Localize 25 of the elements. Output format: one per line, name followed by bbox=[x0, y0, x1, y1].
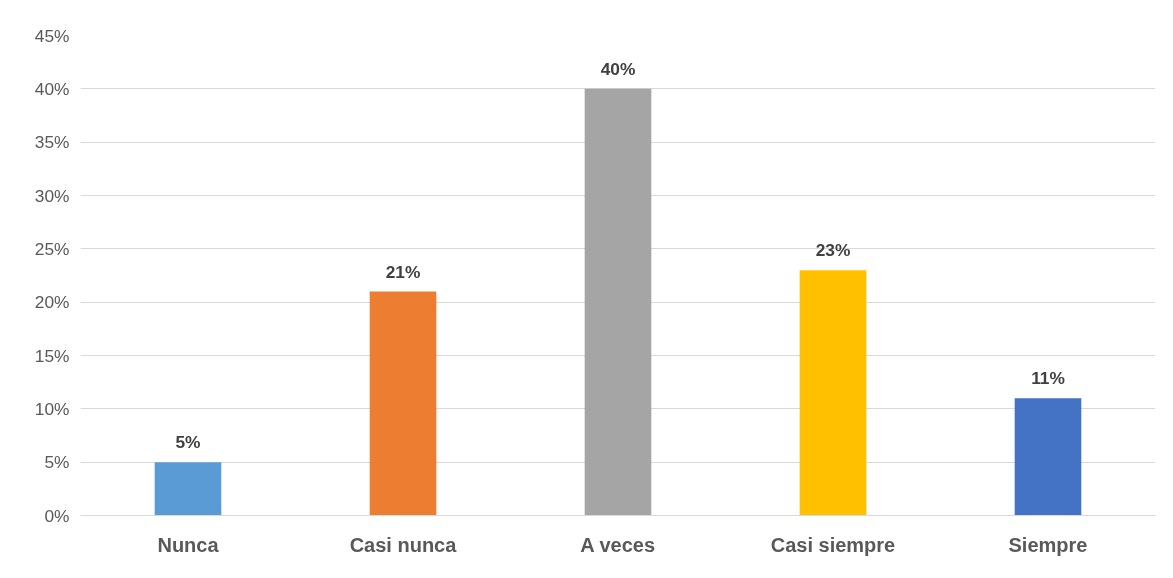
y-tick-label: 15% bbox=[34, 345, 70, 366]
bar bbox=[154, 462, 222, 516]
bar bbox=[1014, 398, 1082, 516]
data-label: 40% bbox=[600, 58, 636, 79]
y-tick-label: 10% bbox=[34, 398, 70, 419]
y-tick-label: 40% bbox=[34, 78, 70, 99]
data-label: 23% bbox=[815, 240, 851, 261]
y-tick-label: 30% bbox=[34, 185, 70, 206]
y-tick-label: 45% bbox=[34, 25, 70, 46]
data-label: 5% bbox=[175, 432, 201, 453]
bar bbox=[584, 88, 652, 516]
y-tick-label: 5% bbox=[44, 452, 70, 473]
bar bbox=[799, 270, 867, 516]
y-tick-label: 20% bbox=[34, 292, 70, 313]
x-tick-label: A veces bbox=[580, 533, 656, 556]
bar bbox=[369, 291, 437, 516]
y-tick-label: 0% bbox=[44, 505, 70, 526]
x-tick-label: Siempre bbox=[1008, 533, 1088, 556]
data-label: 11% bbox=[1031, 368, 1065, 389]
y-tick-label: 35% bbox=[34, 132, 70, 153]
x-tick-label: Casi siempre bbox=[770, 533, 896, 556]
x-tick-label: Nunca bbox=[157, 533, 220, 556]
data-label: 21% bbox=[385, 261, 421, 282]
y-tick-label: 25% bbox=[34, 238, 70, 259]
x-tick-label: Casi nunca bbox=[349, 533, 458, 556]
